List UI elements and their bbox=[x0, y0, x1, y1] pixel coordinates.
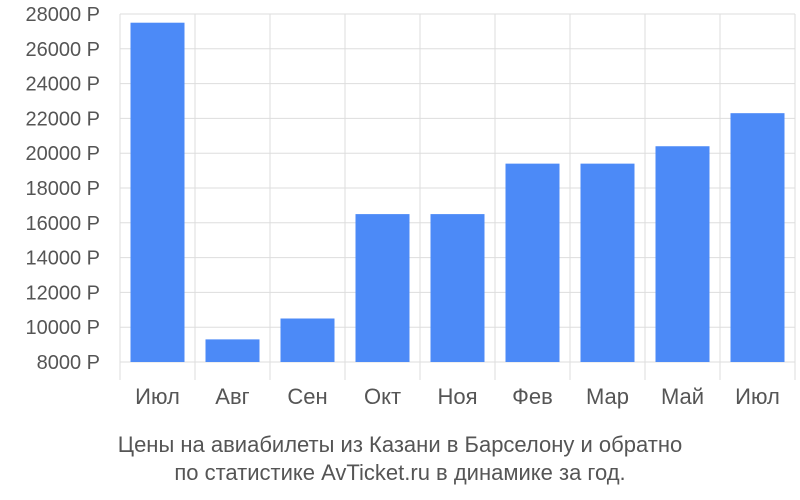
y-tick-label: 8000 Р bbox=[37, 352, 100, 374]
y-tick-label: 20000 Р bbox=[25, 143, 100, 165]
x-tick-label: Июл bbox=[135, 384, 180, 409]
bar bbox=[355, 214, 410, 362]
y-tick-label: 24000 Р bbox=[25, 74, 100, 96]
x-tick-label: Мар bbox=[586, 384, 629, 409]
bar bbox=[430, 214, 485, 362]
bar bbox=[580, 163, 635, 362]
y-tick-label: 22000 Р bbox=[25, 108, 100, 130]
bar-chart: 8000 Р 10000 Р 12000 Р 14000 Р 16000 Р 18000 … bbox=[25, 4, 796, 409]
x-tick-label: Июл bbox=[735, 384, 780, 409]
chart-caption-line-1: Цены на авиабилеты из Казани в Барселону… bbox=[117, 432, 683, 457]
x-tick-label: Ноя bbox=[437, 384, 477, 409]
x-tick-label: Окт bbox=[364, 384, 401, 409]
y-tick-label: 18000 Р bbox=[25, 178, 100, 200]
bar bbox=[280, 318, 335, 362]
y-tick-label: 28000 Р bbox=[25, 4, 100, 26]
y-tick-label: 16000 Р bbox=[25, 213, 100, 235]
y-tick-label: 12000 Р bbox=[25, 282, 100, 304]
bar bbox=[730, 113, 785, 363]
y-tick-label: 26000 Р bbox=[25, 39, 100, 61]
bar bbox=[655, 146, 710, 362]
y-tick-label: 10000 Р bbox=[25, 317, 100, 339]
bar bbox=[130, 22, 185, 362]
x-tick-label: Май bbox=[661, 384, 704, 409]
y-tick-label: 14000 Р bbox=[25, 248, 100, 270]
x-tick-label: Сен bbox=[287, 384, 327, 409]
bar bbox=[205, 339, 260, 362]
bar bbox=[505, 163, 560, 362]
x-tick-label: Авг bbox=[215, 384, 249, 409]
x-tick-label: Фев bbox=[512, 384, 553, 409]
chart-caption-line-2: по статистике AvTicket.ru в динамике за … bbox=[174, 460, 626, 485]
